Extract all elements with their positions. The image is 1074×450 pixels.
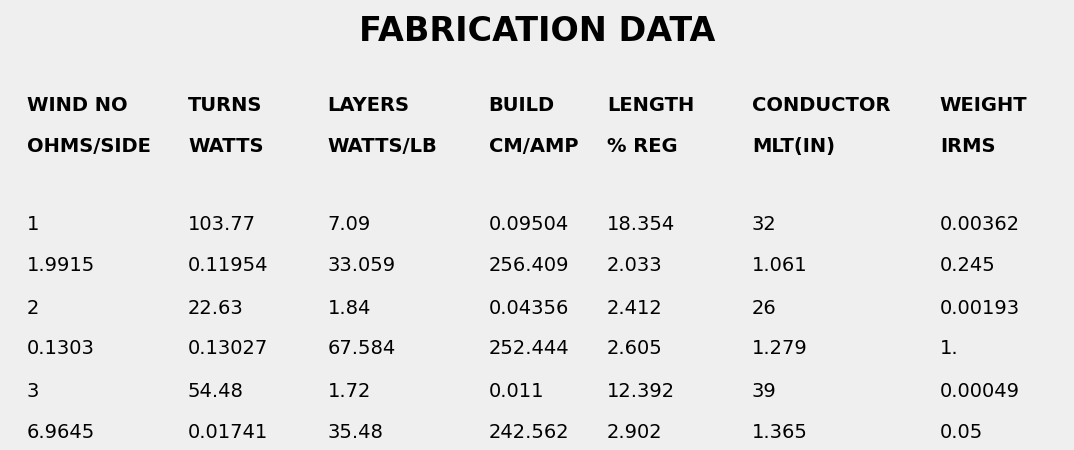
Text: 67.584: 67.584 xyxy=(328,339,396,358)
Text: 0.245: 0.245 xyxy=(940,256,996,275)
Text: 0.011: 0.011 xyxy=(489,382,545,401)
Text: 0.11954: 0.11954 xyxy=(188,256,268,275)
Text: % REG: % REG xyxy=(607,137,678,156)
Text: 256.409: 256.409 xyxy=(489,256,569,275)
Text: 18.354: 18.354 xyxy=(607,216,676,234)
Text: 7.09: 7.09 xyxy=(328,216,371,234)
Text: 0.00049: 0.00049 xyxy=(940,382,1019,401)
Text: 0.13027: 0.13027 xyxy=(188,339,268,358)
Text: 2.412: 2.412 xyxy=(607,299,663,318)
Text: 2: 2 xyxy=(27,299,40,318)
Text: 0.1303: 0.1303 xyxy=(27,339,95,358)
Text: 2.605: 2.605 xyxy=(607,339,663,358)
Text: 0.00362: 0.00362 xyxy=(940,216,1020,234)
Text: 26: 26 xyxy=(752,299,777,318)
Text: 2.033: 2.033 xyxy=(607,256,663,275)
Text: 1.365: 1.365 xyxy=(752,423,808,441)
Text: 0.05: 0.05 xyxy=(940,423,983,441)
Text: 0.09504: 0.09504 xyxy=(489,216,569,234)
Text: WIND NO: WIND NO xyxy=(27,96,128,115)
Text: WEIGHT: WEIGHT xyxy=(940,96,1028,115)
Text: 1.: 1. xyxy=(940,339,958,358)
Text: 22.63: 22.63 xyxy=(188,299,244,318)
Text: LENGTH: LENGTH xyxy=(607,96,694,115)
Text: 1.279: 1.279 xyxy=(752,339,808,358)
Text: LAYERS: LAYERS xyxy=(328,96,409,115)
Text: TURNS: TURNS xyxy=(188,96,262,115)
Text: 3: 3 xyxy=(27,382,40,401)
Text: 252.444: 252.444 xyxy=(489,339,569,358)
Text: MLT(IN): MLT(IN) xyxy=(752,137,834,156)
Text: 1.72: 1.72 xyxy=(328,382,371,401)
Text: 32: 32 xyxy=(752,216,777,234)
Text: 1.9915: 1.9915 xyxy=(27,256,96,275)
Text: FABRICATION DATA: FABRICATION DATA xyxy=(359,15,715,48)
Text: 103.77: 103.77 xyxy=(188,216,256,234)
Text: BUILD: BUILD xyxy=(489,96,555,115)
Text: WATTS/LB: WATTS/LB xyxy=(328,137,437,156)
Text: 1.84: 1.84 xyxy=(328,299,371,318)
Text: CM/AMP: CM/AMP xyxy=(489,137,578,156)
Text: 1.061: 1.061 xyxy=(752,256,808,275)
Text: 0.00193: 0.00193 xyxy=(940,299,1020,318)
Text: 54.48: 54.48 xyxy=(188,382,244,401)
Text: 1: 1 xyxy=(27,216,40,234)
Text: WATTS: WATTS xyxy=(188,137,263,156)
Text: 33.059: 33.059 xyxy=(328,256,395,275)
Text: OHMS/SIDE: OHMS/SIDE xyxy=(27,137,150,156)
Text: 0.04356: 0.04356 xyxy=(489,299,569,318)
Text: 0.01741: 0.01741 xyxy=(188,423,268,441)
Text: 242.562: 242.562 xyxy=(489,423,569,441)
Text: 6.9645: 6.9645 xyxy=(27,423,96,441)
Text: CONDUCTOR: CONDUCTOR xyxy=(752,96,890,115)
Text: IRMS: IRMS xyxy=(940,137,996,156)
Text: 35.48: 35.48 xyxy=(328,423,383,441)
Text: 2.902: 2.902 xyxy=(607,423,663,441)
Text: 39: 39 xyxy=(752,382,777,401)
Text: 12.392: 12.392 xyxy=(607,382,674,401)
